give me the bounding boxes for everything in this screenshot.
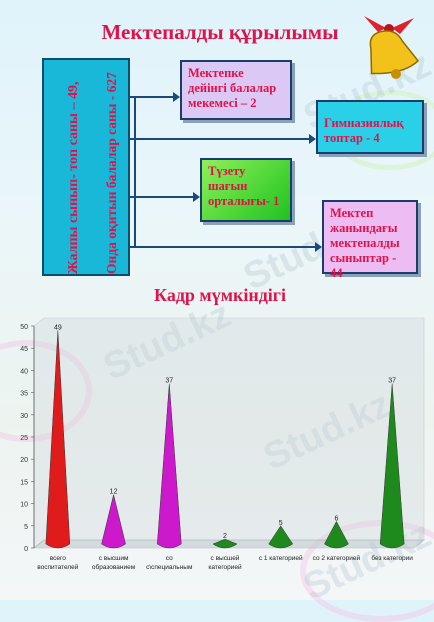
y-tick-label: 10 (20, 502, 28, 509)
connector-trunk (134, 96, 136, 246)
data-label: 12 (110, 489, 118, 496)
chart-bar (379, 383, 405, 549)
category-label: воспитателей (37, 563, 78, 571)
card-preschool-classes: Мектеп жанындағы мектепалды сыныптар - 4… (322, 200, 418, 280)
y-tick-label: 35 (20, 391, 28, 398)
summary-box: Жалпы сынып- топ саны – 49, Онда оқитын … (42, 58, 130, 276)
y-tick-label: 25 (20, 435, 28, 442)
arrow-4 (130, 242, 322, 252)
category-label: образованием (92, 563, 136, 571)
card-correction: Түзету шағын орталығы- 1 (200, 158, 292, 222)
chart-bar (101, 494, 126, 549)
page-title: Мектепалды құрылымы (101, 20, 339, 44)
chart-bar (157, 383, 182, 549)
category-label: всего (50, 555, 66, 562)
category-label: со (166, 555, 173, 562)
data-label: 6 (334, 515, 338, 522)
data-label: 2 (223, 533, 227, 540)
chart-bar (324, 520, 349, 549)
category-label: с 1 категорией (259, 554, 303, 562)
y-tick-label: 0 (24, 546, 28, 553)
category-label: с высшим (99, 555, 129, 562)
category-label: с\специальным (146, 564, 193, 571)
section-subtitle: Кадр мүмкіндігі (154, 285, 286, 305)
y-tick-label: 50 (20, 324, 28, 331)
arrow-2 (130, 134, 316, 144)
data-label: 5 (279, 520, 283, 527)
data-label: 37 (388, 378, 396, 385)
y-tick-label: 5 (24, 524, 28, 531)
summary-line-1: Жалпы сынып- топ саны – 49, (66, 81, 81, 274)
chart-bar (268, 525, 294, 549)
bg-swirl-1 (0, 340, 92, 442)
arrow-3 (130, 192, 200, 202)
category-label: со 2 категорией (313, 554, 361, 562)
chart-wall (33, 317, 425, 549)
category-label: с высшей (211, 554, 240, 562)
data-label: 37 (165, 378, 173, 385)
y-tick-label: 45 (20, 346, 28, 353)
card-gymnasium: Гимназиялық топтар - 4 (316, 100, 424, 154)
y-tick-label: 20 (20, 457, 28, 464)
data-label: 49 (54, 324, 62, 331)
card-preschool: Мектепке дейінгі балалар мекемесі – 2 (180, 60, 292, 120)
chart-bar (45, 330, 71, 549)
category-label: категорией (208, 563, 242, 571)
summary-line-2: Онда оқитын балалар саны - 627 (104, 72, 119, 274)
bell-icon (364, 16, 420, 79)
category-label: без категории (371, 554, 413, 562)
y-tick-label: 30 (20, 413, 28, 420)
chart-bar (212, 538, 238, 549)
staff-chart: 0 5 10 15 20 25 30 35 40 45 50 49 всего воспитателей 1… (0, 310, 434, 582)
arrow-1 (130, 92, 180, 102)
y-tick-label: 15 (20, 479, 28, 486)
y-tick-label: 40 (20, 368, 28, 375)
